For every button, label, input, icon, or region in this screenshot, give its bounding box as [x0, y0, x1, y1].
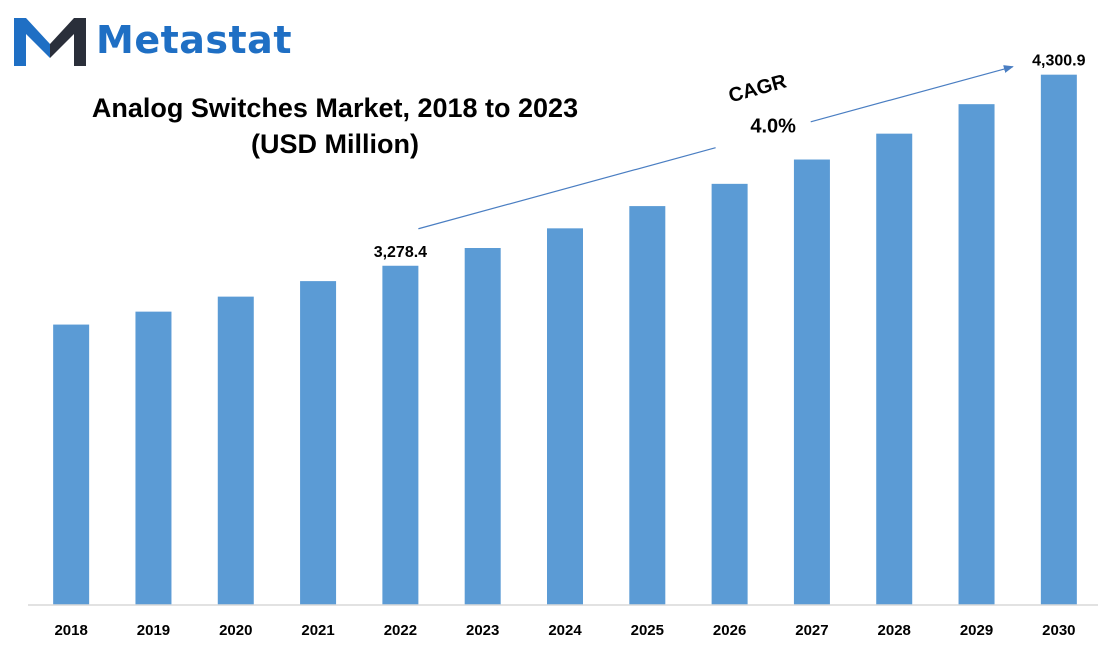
- chart-subtitle: (USD Million): [251, 129, 419, 159]
- bar-2029: [958, 104, 995, 605]
- bar-2025: [629, 206, 666, 605]
- bar-2030: [1040, 74, 1077, 606]
- cagr-arrow-line-end: [810, 65, 1014, 123]
- bar-2020: [217, 296, 254, 605]
- bar-2021: [300, 281, 337, 605]
- bar-series: [53, 74, 1077, 606]
- x-tick-label-2024: 2024: [548, 622, 582, 639]
- x-tick-label-2028: 2028: [878, 622, 911, 639]
- x-tick-labels: 2018 2019 2020 2021 2022 2023 2024 2025 2026 2027…: [54, 622, 1075, 639]
- brand-logo: Metastat: [12, 12, 292, 68]
- bar-2018: [53, 324, 90, 605]
- x-tick-label-2027: 2027: [795, 622, 828, 639]
- x-tick-label-2018: 2018: [54, 622, 87, 639]
- cagr-arrow-line-start: [418, 147, 716, 230]
- x-tick-label-2019: 2019: [137, 622, 170, 639]
- x-tick-label-2026: 2026: [713, 622, 746, 639]
- x-tick-label-2021: 2021: [301, 622, 334, 639]
- brand-name: Metastat: [96, 18, 292, 62]
- bar-2026: [711, 183, 748, 605]
- metastat-m-logo-icon: [14, 18, 86, 66]
- x-tick-label-2029: 2029: [960, 622, 993, 639]
- x-tick-label-2022: 2022: [384, 622, 417, 639]
- bar-2028: [876, 133, 913, 605]
- cagr-label: CAGR: [726, 70, 789, 107]
- x-tick-label-2023: 2023: [466, 622, 499, 639]
- data-labels: 3,278.4 4,300.9: [374, 53, 1086, 261]
- chart-title: Analog Switches Market, 2018 to 2023: [91, 93, 579, 123]
- x-tick-label-2020: 2020: [219, 622, 252, 639]
- bar-2027: [793, 159, 830, 605]
- x-tick-label-2025: 2025: [631, 622, 664, 639]
- bar-2023: [464, 248, 501, 605]
- bar-2022: [382, 265, 419, 605]
- x-tick-label-2030: 2030: [1042, 622, 1075, 639]
- bar-2024: [547, 228, 583, 606]
- cagr-value: 4.0%: [750, 116, 796, 138]
- data-label-2030: 4,300.9: [1032, 53, 1085, 70]
- data-label-2022: 3,278.4: [374, 244, 427, 261]
- chart-title-block: Analog Switches Market, 2018 to 2023 (US…: [60, 90, 610, 162]
- bar-2019: [135, 311, 172, 605]
